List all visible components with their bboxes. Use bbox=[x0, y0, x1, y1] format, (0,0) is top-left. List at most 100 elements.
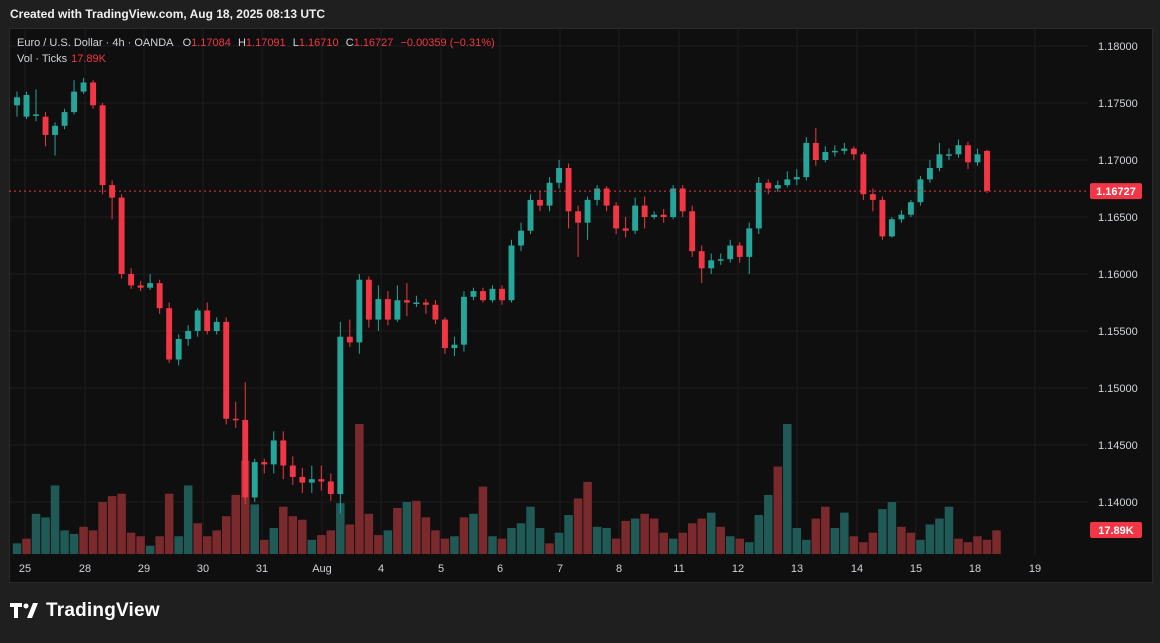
volume-bar bbox=[450, 536, 459, 554]
created-with-label: Created with TradingView.com, Aug 18, 20… bbox=[10, 7, 325, 21]
chart-pane[interactable] bbox=[9, 28, 1153, 583]
volume-bar bbox=[202, 536, 212, 554]
symbol-label: Euro / U.S. Dollar · 4h · OANDA bbox=[17, 37, 174, 49]
candle-body bbox=[822, 152, 829, 160]
volume-bar bbox=[887, 502, 897, 554]
volume-bar bbox=[611, 538, 621, 554]
candle-body bbox=[613, 205, 620, 229]
candle-body bbox=[660, 214, 667, 217]
candle-body bbox=[118, 197, 125, 274]
candle-body bbox=[622, 228, 629, 231]
candle-body bbox=[52, 125, 58, 135]
candle-body bbox=[80, 82, 87, 92]
candle-body bbox=[907, 202, 914, 215]
volume-bar bbox=[88, 530, 98, 554]
high-label: H bbox=[237, 37, 246, 49]
volume-bar bbox=[973, 536, 982, 554]
volume-bar bbox=[649, 518, 659, 554]
change-value: −0.00359 (−0.31%) bbox=[400, 37, 495, 49]
volume-bar bbox=[345, 524, 355, 554]
tradingview-logo-icon bbox=[10, 600, 40, 622]
low-value: 1.16710 bbox=[298, 37, 339, 49]
time-tick-label: 25 bbox=[19, 563, 31, 575]
candle-body bbox=[422, 302, 429, 305]
candle-body bbox=[337, 336, 344, 495]
candle-body bbox=[42, 116, 49, 135]
candle-body bbox=[537, 199, 543, 206]
volume-bar bbox=[440, 538, 450, 554]
volume-value: 17.89K bbox=[71, 53, 106, 65]
volume-bar bbox=[583, 481, 592, 554]
volume-bar bbox=[478, 486, 488, 554]
candle-body bbox=[974, 154, 981, 163]
time-tick-label: 6 bbox=[497, 563, 503, 575]
candle-body bbox=[736, 245, 743, 257]
candle-body bbox=[594, 188, 601, 200]
candle-body bbox=[251, 462, 258, 498]
time-tick-label: 13 bbox=[791, 563, 803, 575]
candle-body bbox=[499, 288, 505, 301]
candle-body bbox=[679, 188, 686, 212]
candle-body bbox=[793, 177, 800, 180]
volume-bar bbox=[783, 424, 792, 554]
time-axis: 25 28 29 30 31 Aug 4 5 6 7 8 11 12 13 14 15 18 19 bbox=[19, 563, 1041, 575]
candle-body bbox=[641, 205, 648, 217]
candle-body bbox=[575, 211, 582, 223]
candle-body bbox=[413, 302, 420, 304]
volume-bar bbox=[193, 523, 202, 554]
volume-bar bbox=[849, 536, 859, 554]
volume-bar bbox=[507, 528, 516, 554]
candle-body bbox=[204, 310, 211, 331]
volume-bar bbox=[221, 516, 231, 554]
candle-body bbox=[518, 230, 524, 246]
candle-body bbox=[860, 154, 867, 195]
time-tick-label: 15 bbox=[910, 563, 922, 575]
volume-bar bbox=[897, 526, 906, 554]
volume-bar bbox=[459, 517, 469, 554]
volume-bar bbox=[592, 526, 602, 554]
volume-legend-row: Vol · Ticks 17.89K bbox=[17, 51, 495, 67]
volume-bar bbox=[754, 515, 764, 554]
volume-bar bbox=[878, 509, 887, 554]
price-tick-label: 1.17000 bbox=[1098, 155, 1138, 167]
candle-body bbox=[784, 179, 791, 186]
ohlc-legend-row: Euro / U.S. Dollar · 4h · OANDA O1.17084… bbox=[17, 35, 495, 51]
candle-body bbox=[632, 205, 639, 231]
candle-body bbox=[527, 199, 534, 231]
tradingview-logo[interactable]: TradingView bbox=[10, 600, 160, 622]
time-tick-label: 7 bbox=[557, 563, 563, 575]
volume-bar bbox=[288, 516, 298, 554]
price-tick-label: 1.16500 bbox=[1098, 212, 1138, 224]
price-tick-label: 1.16000 bbox=[1098, 269, 1138, 281]
candlesticks bbox=[14, 77, 990, 514]
candle-body bbox=[746, 228, 753, 257]
volume-bar bbox=[830, 528, 840, 554]
candle-body bbox=[109, 185, 116, 198]
volume-bar bbox=[22, 538, 31, 554]
volume-bar bbox=[859, 542, 868, 554]
volume-label: Vol · Ticks bbox=[17, 53, 68, 65]
candle-body bbox=[965, 145, 971, 163]
candle-body bbox=[61, 112, 68, 126]
candle-body bbox=[289, 465, 296, 477]
volume-bar bbox=[307, 539, 317, 554]
time-tick-label: 4 bbox=[378, 563, 384, 575]
last-price-tag: 1.16727 bbox=[1090, 183, 1142, 200]
candle-body bbox=[755, 182, 762, 229]
candle-body bbox=[394, 300, 401, 320]
candle-body bbox=[812, 142, 819, 160]
candle-body bbox=[717, 259, 724, 261]
candle-body bbox=[946, 154, 952, 156]
candle-body bbox=[346, 336, 353, 343]
candle-body bbox=[280, 440, 287, 466]
volume-bar bbox=[402, 502, 412, 554]
volume-bar bbox=[12, 543, 22, 554]
candle-body bbox=[90, 82, 97, 106]
volume-bars bbox=[12, 424, 1001, 554]
candle-body bbox=[384, 299, 391, 320]
volume-bar bbox=[469, 513, 478, 554]
volume-bar bbox=[725, 536, 735, 554]
price-axis: 1.18000 1.17500 1.17000 1.16500 1.16000 1.155… bbox=[1098, 41, 1138, 509]
candle-body bbox=[166, 308, 173, 360]
